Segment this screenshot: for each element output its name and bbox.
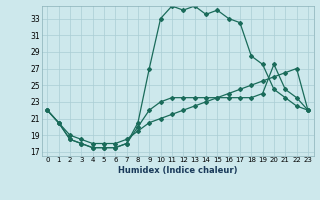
X-axis label: Humidex (Indice chaleur): Humidex (Indice chaleur) bbox=[118, 166, 237, 175]
